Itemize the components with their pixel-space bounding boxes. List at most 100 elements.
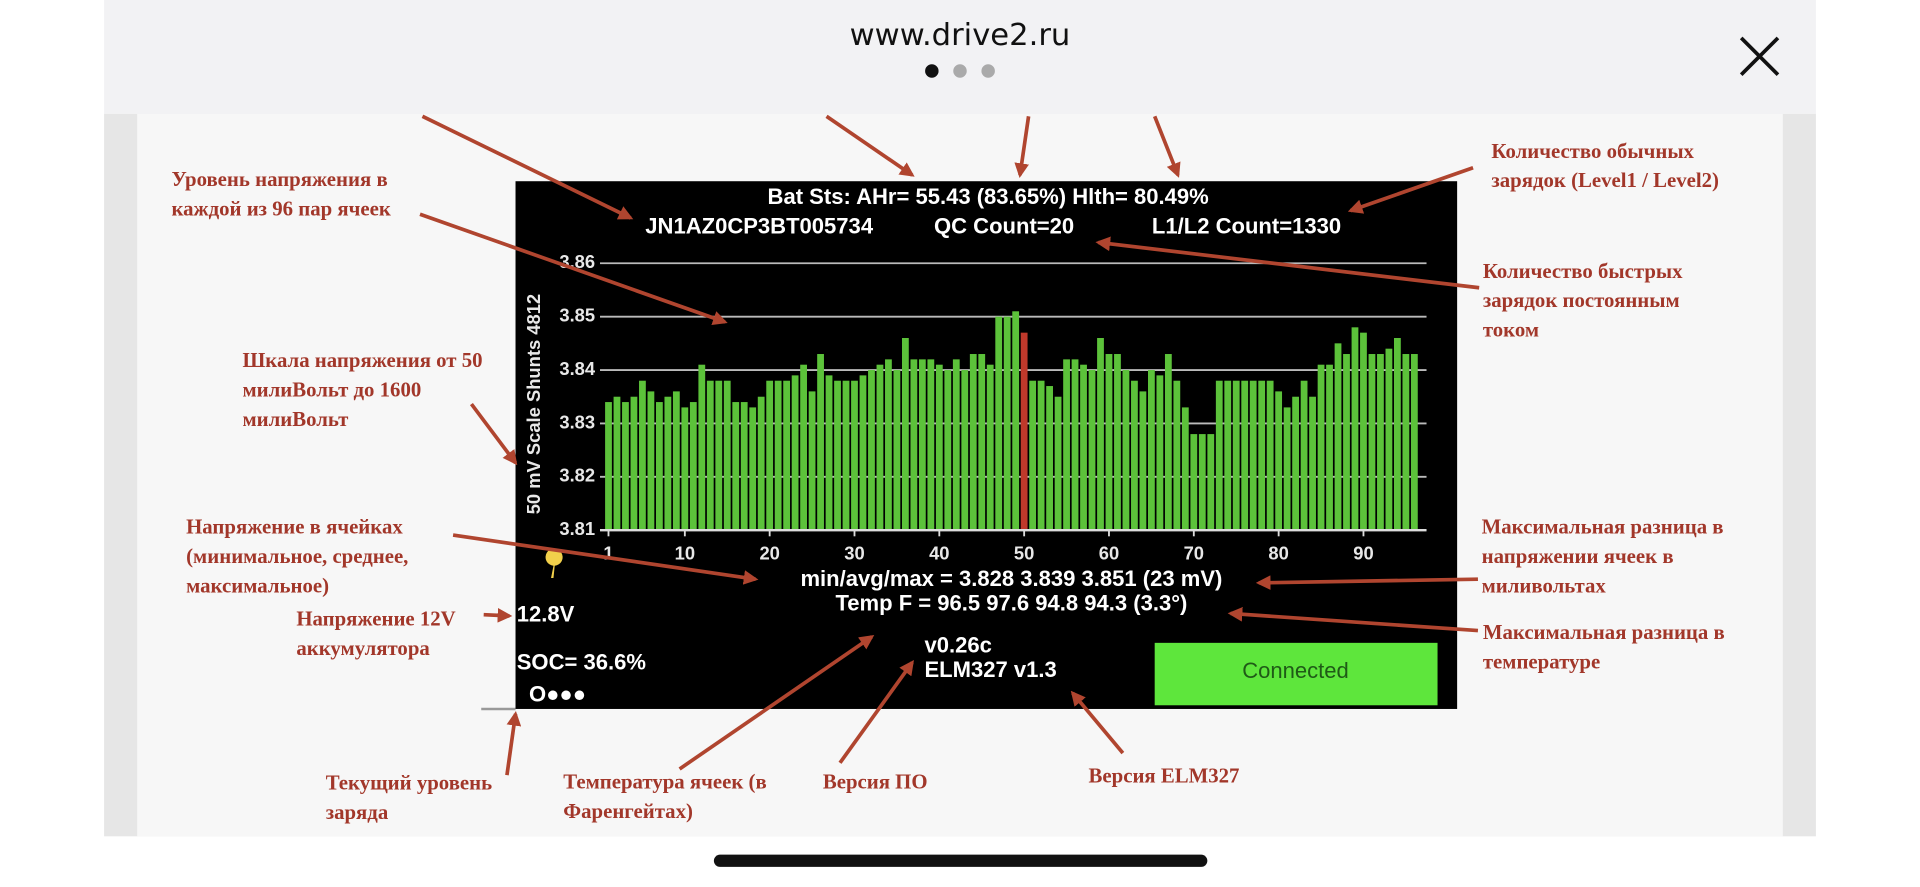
bar [664, 396, 672, 531]
annotation-text: зарядок постоянным [1483, 288, 1680, 312]
bar [1249, 380, 1257, 531]
annotation-text: Напряжение в ячейках [186, 515, 403, 539]
connected-button[interactable] [1154, 642, 1438, 706]
bar [1003, 316, 1011, 531]
voltage-12v: 12.8V [517, 602, 575, 627]
bar [715, 380, 723, 531]
header-title: www.drive2.ru [850, 18, 1071, 53]
annotations: Уровень напряжения в каждой из 96 пар яче… [171, 139, 1724, 824]
close-button[interactable] [1739, 36, 1780, 76]
bar [1046, 386, 1053, 531]
soc: SOC= 36.6% [517, 649, 647, 674]
y-tick-label: 3.81 [559, 518, 595, 539]
bar [868, 370, 875, 531]
bar [1266, 380, 1274, 531]
annotation-text: Версия ELM327 [1089, 763, 1240, 787]
bar [885, 359, 892, 531]
bar [1148, 370, 1155, 531]
bar [766, 380, 774, 531]
bar [1283, 407, 1291, 531]
bar [1275, 391, 1283, 531]
annotation-text: Максимальная разница в [1483, 620, 1725, 644]
bulb-icon [545, 548, 563, 578]
bar [791, 375, 799, 531]
y-tick-label: 3.82 [559, 465, 595, 486]
header-bar [104, 0, 1816, 114]
annotation-text: Температура ячеек (в [563, 769, 766, 793]
annotation-text: Напряжение 12V [296, 607, 455, 631]
app-screen [515, 181, 1458, 709]
bar [1097, 338, 1104, 531]
min-avg-max: min/avg/max = 3.828 3.839 3.851 (23 mV) [800, 566, 1222, 591]
bar [1368, 354, 1376, 531]
annotation-text: Шкала напряжения от 50 [242, 348, 482, 372]
bar [969, 354, 977, 531]
bar [740, 402, 748, 531]
home-indicator [713, 854, 1208, 867]
bar [1198, 434, 1206, 531]
bar [757, 396, 765, 531]
bar [1071, 359, 1079, 531]
bar [1063, 359, 1070, 531]
bar [1181, 407, 1189, 531]
x-tick-label: 40 [929, 543, 949, 564]
bar [1292, 396, 1299, 531]
bar [1122, 370, 1130, 531]
bar [1105, 354, 1113, 531]
bar [613, 396, 621, 531]
bar [630, 396, 638, 531]
page-dot[interactable] [953, 64, 967, 78]
bar [1114, 354, 1121, 531]
bar [834, 380, 841, 531]
bar [1334, 343, 1342, 531]
bar [681, 407, 689, 531]
bar [1020, 332, 1028, 531]
l1l2-count: L1/L2 Count=1330 [1152, 214, 1341, 239]
annotation-text: током [1483, 318, 1539, 342]
version: v0.26c [924, 632, 991, 657]
x-tick-label: 30 [844, 543, 864, 564]
bar [1207, 434, 1215, 531]
annotation-text: Текущий уровень [326, 771, 492, 795]
annotation-text: Уровень напряжения в [171, 167, 387, 191]
bar [1410, 354, 1418, 531]
bar [1385, 348, 1393, 531]
bar [647, 391, 655, 531]
page-dot[interactable] [925, 64, 939, 78]
bar [1164, 354, 1172, 531]
bar [1326, 364, 1333, 531]
x-tick-label: 50 [1014, 543, 1034, 564]
bar [893, 370, 901, 531]
x-tick-label: 1 [603, 543, 613, 564]
bar [817, 354, 824, 531]
y-tick-label: 3.85 [559, 304, 595, 325]
bar [1343, 354, 1350, 531]
bar [655, 402, 663, 531]
bar [935, 364, 943, 531]
temperature: Temp F = 96.5 97.6 94.8 94.3 (3.3°) [835, 591, 1187, 616]
bar [1309, 396, 1316, 531]
bar [1402, 354, 1410, 531]
bar [1224, 380, 1232, 531]
bar [1131, 380, 1138, 531]
elm-version: ELM327 v1.3 [924, 657, 1056, 682]
x-tick-label: 80 [1268, 543, 1288, 564]
annotation-text: милиВольт до 1600 [242, 378, 421, 402]
bar [1012, 311, 1020, 531]
indicator: O●●● [529, 681, 586, 706]
page-dot[interactable] [981, 64, 995, 78]
annotation-text: миливольтах [1482, 574, 1607, 598]
bar [1360, 332, 1367, 531]
annotation-text: максимальное) [186, 574, 329, 598]
bar [689, 402, 697, 531]
y-tick-label: 3.83 [559, 411, 595, 432]
bar [1258, 380, 1266, 531]
y-axis-label: 50 mV Scale Shunts 4812 [523, 294, 544, 514]
bar [842, 380, 850, 531]
bar [1088, 370, 1096, 531]
bar [1215, 380, 1223, 531]
bar [1173, 380, 1181, 531]
x-tick-label: 60 [1099, 543, 1119, 564]
